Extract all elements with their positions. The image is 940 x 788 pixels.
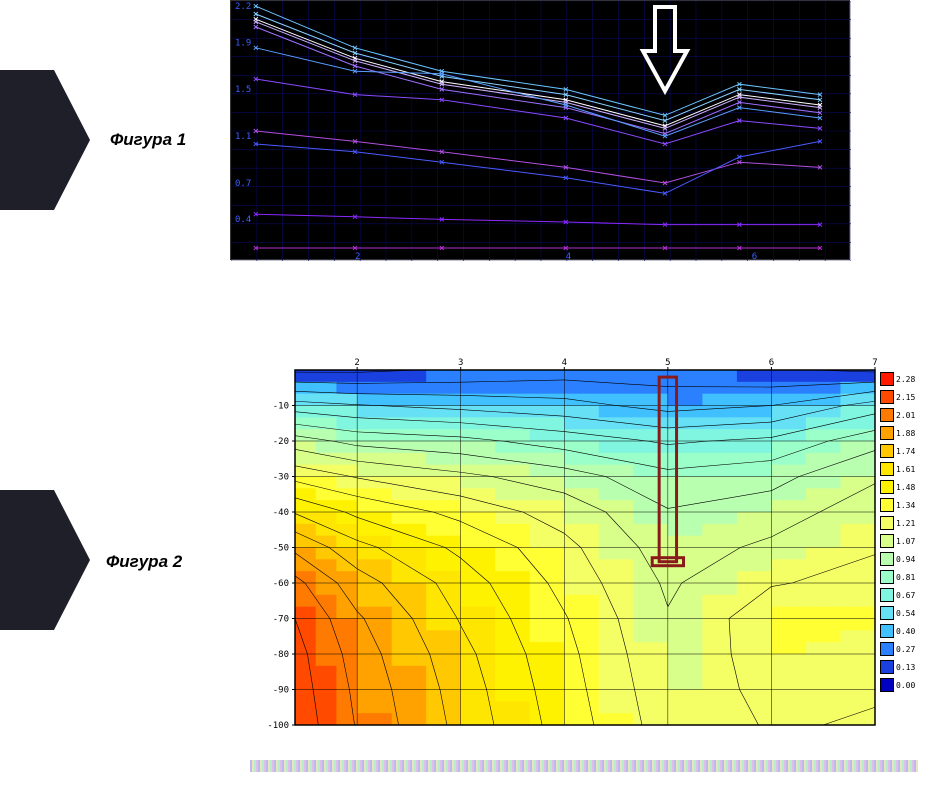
legend-item: 0.54	[880, 604, 930, 622]
legend-swatch	[880, 444, 894, 458]
svg-text:2.2: 2.2	[235, 2, 251, 12]
svg-text:4: 4	[562, 358, 567, 368]
legend-value: 2.15	[896, 393, 915, 402]
legend-item: 0.94	[880, 550, 930, 568]
pentagon-marker-1	[0, 70, 90, 210]
legend-item: 0.81	[880, 568, 930, 586]
legend-item: 1.21	[880, 514, 930, 532]
legend-swatch	[880, 480, 894, 494]
legend-value: 0.27	[896, 645, 915, 654]
svg-text:2: 2	[355, 252, 360, 261]
legend-swatch	[880, 570, 894, 584]
legend-swatch	[880, 552, 894, 566]
legend-value: 0.67	[896, 591, 915, 600]
svg-text:-90: -90	[273, 686, 289, 696]
svg-text:-70: -70	[273, 615, 289, 625]
legend-value: 2.01	[896, 411, 915, 420]
legend-item: 1.88	[880, 424, 930, 442]
svg-text:-30: -30	[273, 473, 289, 483]
decorative-noise-bar	[250, 760, 918, 772]
legend-value: 1.88	[896, 429, 915, 438]
legend-value: 0.00	[896, 681, 915, 690]
svg-text:-80: -80	[273, 650, 289, 660]
legend-item: 0.67	[880, 586, 930, 604]
svg-text:-50: -50	[273, 544, 289, 554]
legend-item: 1.61	[880, 460, 930, 478]
svg-text:1.9: 1.9	[235, 38, 251, 48]
svg-text:1.1: 1.1	[235, 132, 251, 142]
svg-text:0.4: 0.4	[235, 215, 251, 225]
legend-value: 2.28	[896, 375, 915, 384]
legend-item: 0.40	[880, 622, 930, 640]
figure-1-label: Фигура 1	[110, 130, 186, 150]
legend-value: 1.21	[896, 519, 915, 528]
legend-swatch	[880, 462, 894, 476]
legend-value: 0.81	[896, 573, 915, 582]
svg-text:7: 7	[872, 358, 877, 368]
legend-swatch	[880, 606, 894, 620]
legend-item: 0.27	[880, 640, 930, 658]
legend-swatch	[880, 498, 894, 512]
legend-value: 1.74	[896, 447, 915, 456]
legend-value: 0.54	[896, 609, 915, 618]
legend-swatch	[880, 660, 894, 674]
legend-swatch	[880, 624, 894, 638]
svg-text:0.7: 0.7	[235, 179, 251, 189]
line-chart: 2.2 1.9 1.5 1.1 0.7 0.4 2 4 6	[230, 0, 850, 260]
svg-text:2: 2	[354, 358, 359, 368]
legend-value: 1.07	[896, 537, 915, 546]
figure-2-label: Фигура 2	[106, 552, 182, 572]
legend-swatch	[880, 534, 894, 548]
svg-text:-10: -10	[273, 402, 289, 412]
legend-swatch	[880, 678, 894, 692]
svg-text:-100: -100	[267, 721, 289, 730]
legend-item: 1.48	[880, 478, 930, 496]
svg-text:5: 5	[665, 358, 670, 368]
legend-item: 2.28	[880, 370, 930, 388]
svg-text:1.5: 1.5	[235, 85, 251, 95]
legend-item: 2.15	[880, 388, 930, 406]
svg-text:-40: -40	[273, 508, 289, 518]
legend-item: 1.74	[880, 442, 930, 460]
pentagon-marker-2	[0, 490, 90, 630]
legend-swatch	[880, 408, 894, 422]
svg-text:3: 3	[458, 358, 463, 368]
legend-swatch	[880, 588, 894, 602]
contour-chart-svg: 2 3 4 5 6 7 -10 -20 -30 -40 -50 -60 -70 -80 -90 -100	[250, 350, 880, 730]
contour-chart: 2 3 4 5 6 7 -10 -20 -30 -40 -50 -60 -70 -80 -90 -100 2.…	[250, 350, 930, 730]
legend-swatch	[880, 516, 894, 530]
svg-text:-20: -20	[273, 437, 289, 447]
legend-item: 1.07	[880, 532, 930, 550]
legend-value: 0.94	[896, 555, 915, 564]
legend-swatch	[880, 390, 894, 404]
legend-value: 1.48	[896, 483, 915, 492]
svg-text:4: 4	[566, 252, 571, 261]
legend-value: 0.13	[896, 663, 915, 672]
legend-value: 1.61	[896, 465, 915, 474]
svg-text:6: 6	[769, 358, 774, 368]
legend-swatch	[880, 642, 894, 656]
legend-value: 0.40	[896, 627, 915, 636]
legend-swatch	[880, 372, 894, 386]
legend-item: 2.01	[880, 406, 930, 424]
legend-item: 0.13	[880, 658, 930, 676]
line-chart-svg: 2.2 1.9 1.5 1.1 0.7 0.4 2 4 6	[231, 1, 851, 261]
legend-item: 0.00	[880, 676, 930, 694]
legend-item: 1.34	[880, 496, 930, 514]
legend-swatch	[880, 426, 894, 440]
svg-text:-60: -60	[273, 579, 289, 589]
color-legend: 2.28 2.15 2.01 1.88 1.74 1.61 1.48 1.34 1.21 1.07…	[880, 370, 930, 694]
legend-value: 1.34	[896, 501, 915, 510]
svg-text:6: 6	[752, 252, 757, 261]
